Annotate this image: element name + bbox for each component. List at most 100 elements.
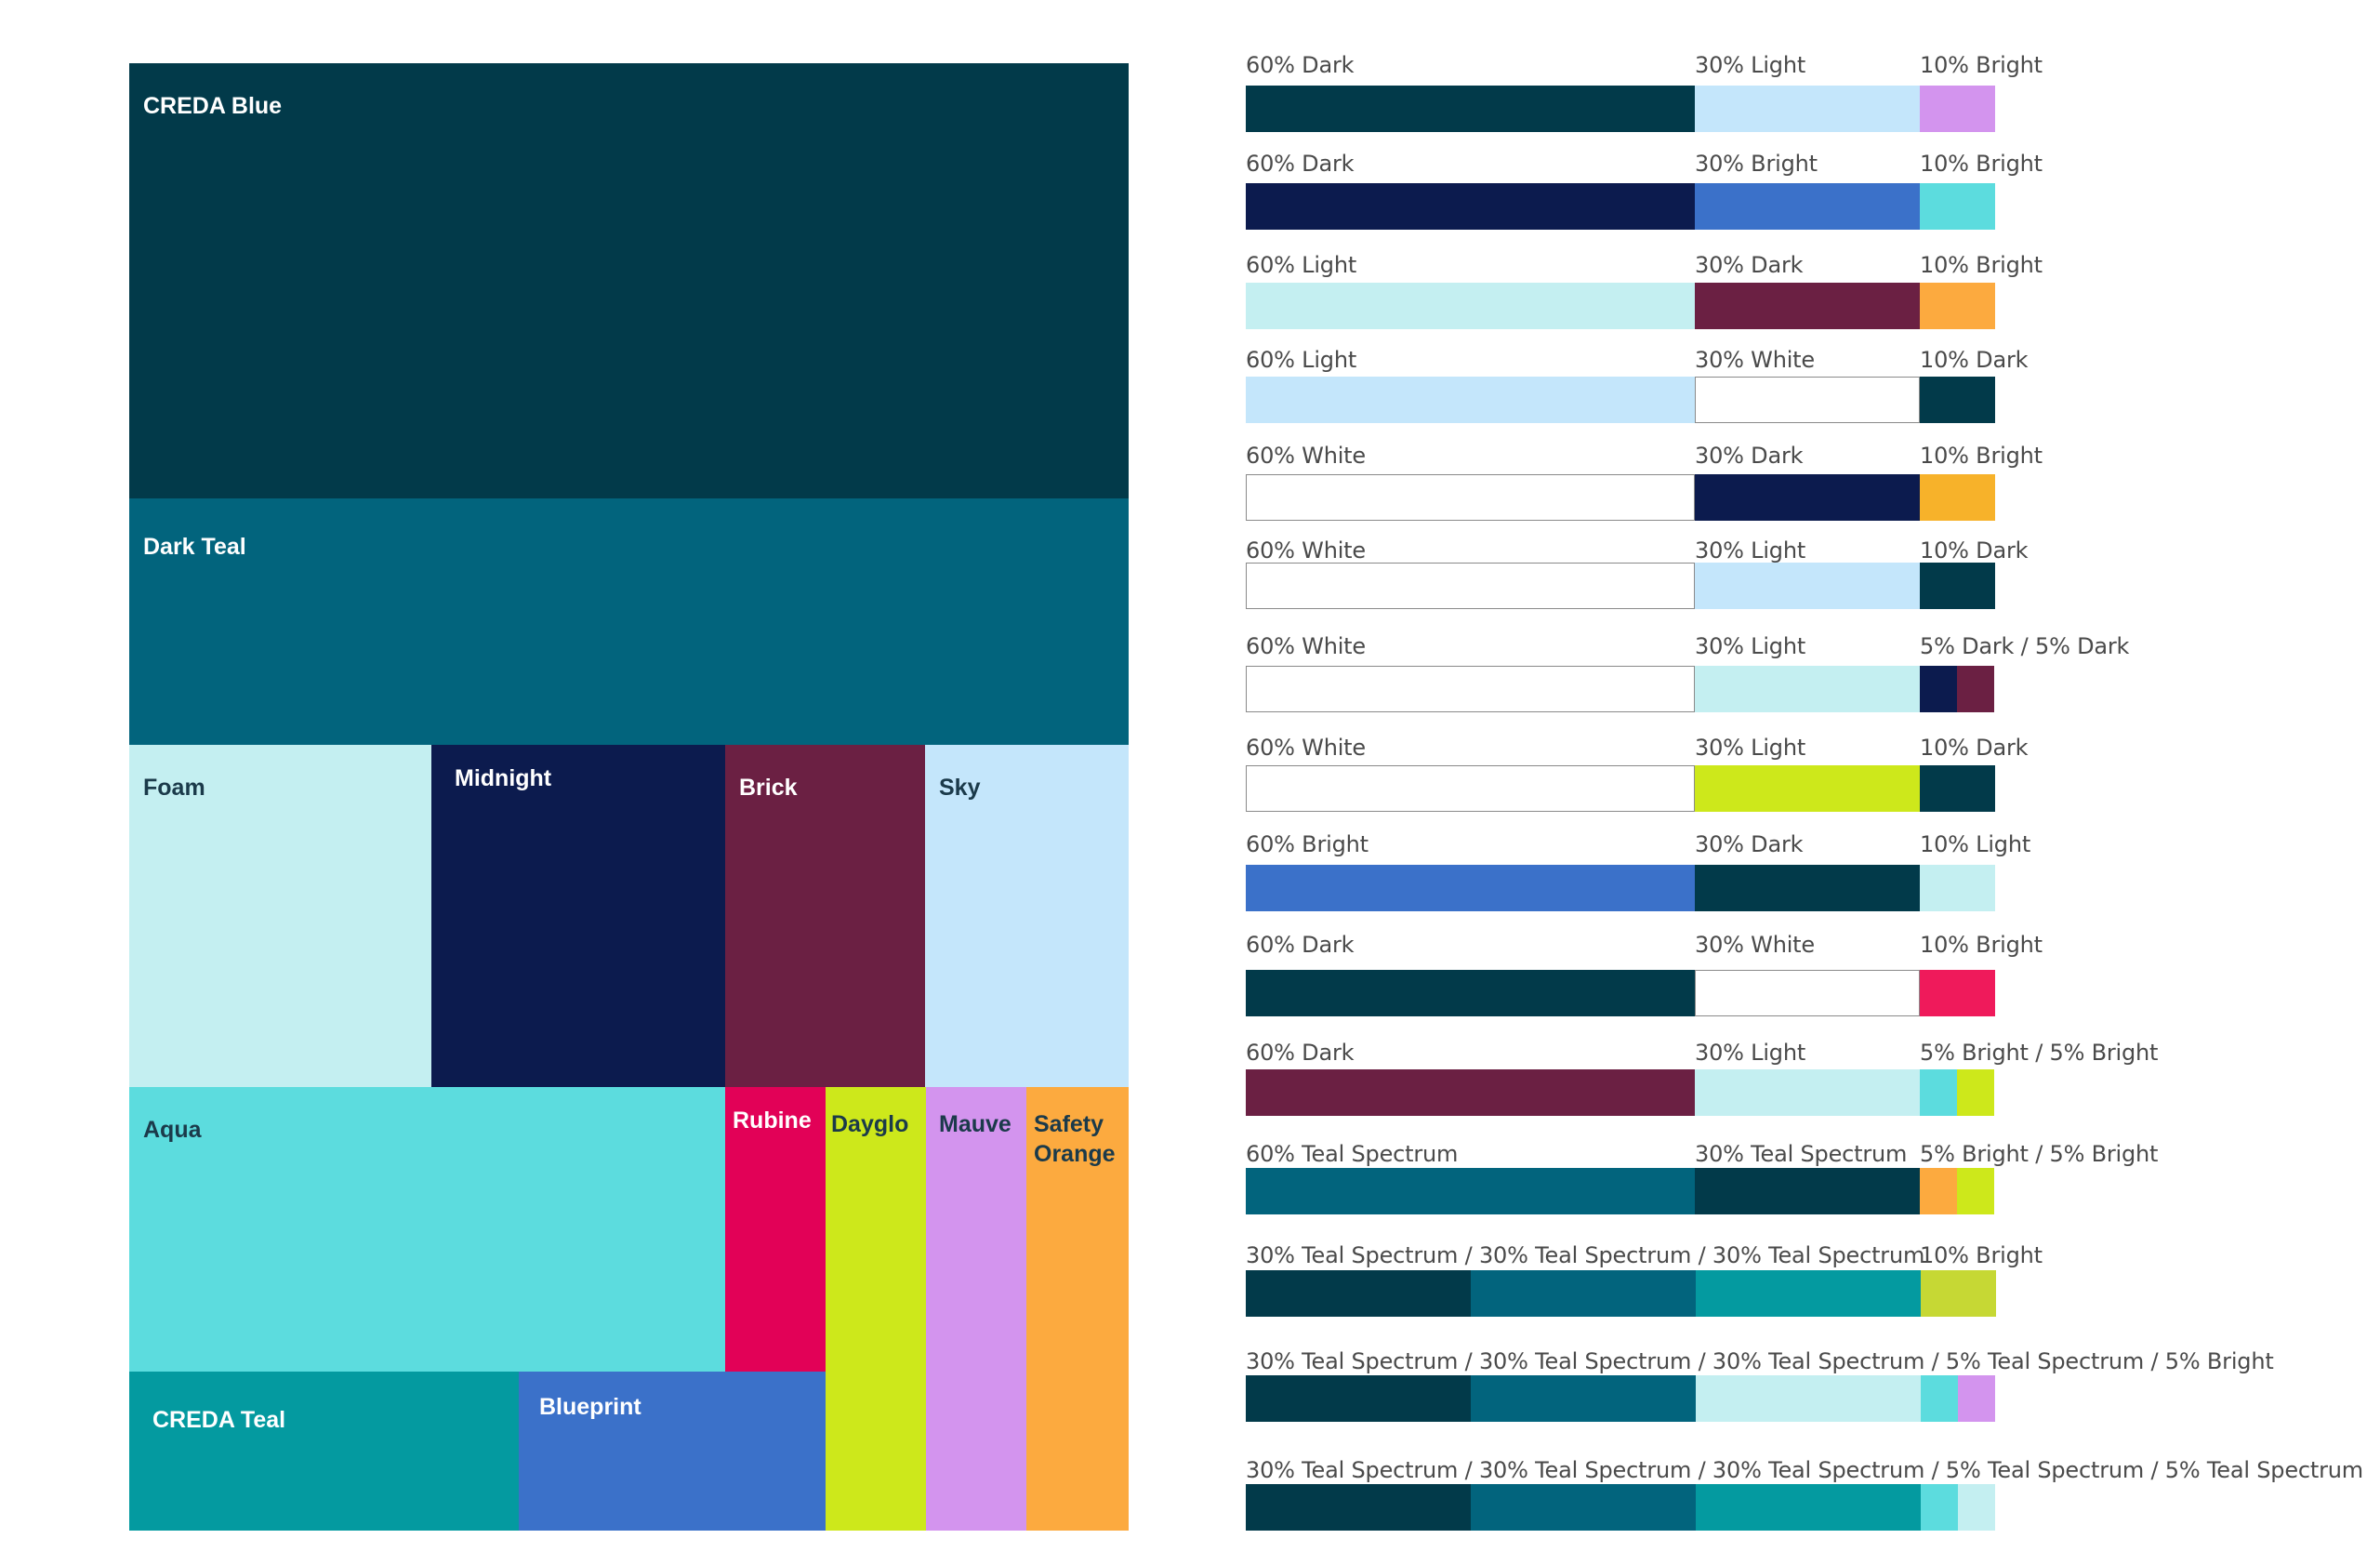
ratio-segment: [1246, 1168, 1695, 1214]
swatch-label: Dayglo: [831, 1111, 909, 1137]
swatch-dark-teal: Dark Teal: [129, 498, 1129, 745]
ratio-label: 10% Dark: [1920, 537, 2029, 564]
ratio-label: 60% Dark: [1246, 151, 1355, 177]
ratio-segment: [1246, 865, 1695, 911]
ratio-label: 10% Light: [1920, 831, 2031, 857]
ratio-segment: [1246, 1375, 1471, 1422]
ratio-label: 30% Light: [1695, 633, 1806, 659]
ratio-label: 30% White: [1695, 932, 1815, 958]
ratio-segment: [1246, 183, 1695, 230]
swatch-rubine: Rubine: [725, 1087, 826, 1372]
swatch-label: CREDA Blue: [143, 93, 283, 119]
ratio-label: 30% Light: [1695, 1040, 1806, 1066]
ratio-segment: [1920, 666, 1957, 712]
ratio-segment: [1471, 1270, 1696, 1317]
ratio-label: 60% White: [1246, 537, 1366, 564]
ratio-label: 30% Teal Spectrum / 30% Teal Spectrum / …: [1246, 1242, 1925, 1268]
ratio-segment: [1695, 1168, 1920, 1214]
ratio-label: 60% Dark: [1246, 1040, 1355, 1066]
ratio-segment: [1920, 86, 1995, 132]
swatch-label: Sky: [939, 775, 981, 801]
ratio-label: 5% Dark / 5% Dark: [1920, 633, 2130, 659]
ratio-segment: [1696, 1375, 1921, 1422]
ratio-segment: [1696, 1484, 1921, 1531]
swatch-blueprint: Blueprint: [519, 1372, 826, 1531]
ratio-label: 10% Bright: [1920, 932, 2043, 958]
swatch-creda-teal: CREDA Teal: [129, 1372, 519, 1531]
ratio-label: 30% Dark: [1695, 831, 1804, 857]
swatch-safety-orange: Safety Orange: [1026, 1087, 1129, 1531]
swatch-mauve: Mauve: [926, 1087, 1026, 1531]
ratio-segment: [1920, 1069, 1957, 1116]
ratio-segment: [1958, 1375, 1995, 1422]
ratio-segment: [1246, 474, 1695, 521]
ratio-segment: [1246, 765, 1695, 812]
ratio-segment: [1695, 865, 1920, 911]
swatch-label: Midnight: [455, 765, 552, 791]
ratio-label: 60% Dark: [1246, 52, 1355, 78]
ratio-segment: [1246, 970, 1695, 1016]
ratio-segment: [1471, 1375, 1696, 1422]
ratio-segment: [1920, 283, 1995, 329]
ratio-segment: [1246, 1270, 1471, 1317]
ratio-segment: [1957, 1168, 1994, 1214]
ratio-segment: [1246, 1069, 1695, 1116]
ratio-label: 10% Bright: [1920, 252, 2043, 278]
swatch-foam: Foam: [129, 745, 431, 1087]
ratio-segment: [1695, 666, 1920, 712]
ratio-segment: [1695, 183, 1920, 230]
ratio-segment: [1921, 1484, 1958, 1531]
ratio-label: 10% Bright: [1920, 52, 2043, 78]
swatch-sky: Sky: [925, 745, 1129, 1087]
swatch-label: Brick: [739, 775, 798, 801]
ratio-label: 10% Bright: [1920, 1242, 2043, 1268]
ratio-segment: [1695, 563, 1920, 609]
ratio-label: 10% Bright: [1920, 443, 2043, 469]
ratio-segment: [1920, 474, 1995, 521]
ratio-segment: [1958, 1484, 1995, 1531]
ratio-label: 30% Dark: [1695, 443, 1804, 469]
swatch-label: Blueprint: [539, 1394, 641, 1420]
swatch-label: Foam: [143, 775, 205, 801]
swatch-aqua: Aqua: [129, 1087, 725, 1372]
ratio-segment: [1921, 1270, 1996, 1317]
ratio-segment: [1920, 1168, 1957, 1214]
ratio-label: 30% Dark: [1695, 252, 1804, 278]
ratio-segment: [1695, 1069, 1920, 1116]
ratio-segment: [1246, 666, 1695, 712]
ratio-segment: [1695, 474, 1920, 521]
ratio-segment: [1695, 283, 1920, 329]
ratio-label: 10% Dark: [1920, 735, 2029, 761]
ratio-segment: [1957, 666, 1994, 712]
ratio-segment: [1695, 765, 1920, 812]
ratio-label: 30% Light: [1695, 537, 1806, 564]
ratio-label: 30% Light: [1695, 735, 1806, 761]
ratio-label: 30% Teal Spectrum: [1695, 1141, 1908, 1167]
ratio-segment: [1246, 563, 1695, 609]
ratio-segment: [1246, 283, 1695, 329]
swatch-label: Rubine: [733, 1107, 812, 1134]
ratio-segment: [1921, 1375, 1958, 1422]
ratio-segment: [1920, 765, 1995, 812]
ratio-label: 60% White: [1246, 735, 1366, 761]
ratio-label: 30% Bright: [1695, 151, 1818, 177]
ratio-segment: [1246, 1484, 1471, 1531]
ratio-label: 5% Bright / 5% Bright: [1920, 1141, 2159, 1167]
ratio-label: 60% Bright: [1246, 831, 1368, 857]
ratio-label: 30% Light: [1695, 52, 1806, 78]
swatch-label: Aqua: [143, 1117, 202, 1143]
ratio-label: 10% Bright: [1920, 151, 2043, 177]
ratio-label: 10% Dark: [1920, 347, 2029, 373]
ratio-segment: [1696, 1270, 1921, 1317]
swatch-label: Safety Orange: [1034, 1111, 1116, 1167]
ratio-segment: [1695, 86, 1920, 132]
swatch-dayglo: Dayglo: [826, 1087, 926, 1531]
ratio-segment: [1246, 86, 1695, 132]
ratio-label: 5% Bright / 5% Bright: [1920, 1040, 2159, 1066]
ratio-label: 60% White: [1246, 443, 1366, 469]
ratio-segment: [1920, 377, 1995, 423]
swatch-creda-blue: CREDA Blue: [129, 63, 1129, 498]
ratio-label: 30% Teal Spectrum / 30% Teal Spectrum / …: [1246, 1348, 2274, 1374]
ratio-segment: [1920, 183, 1995, 230]
ratio-segment: [1920, 563, 1995, 609]
